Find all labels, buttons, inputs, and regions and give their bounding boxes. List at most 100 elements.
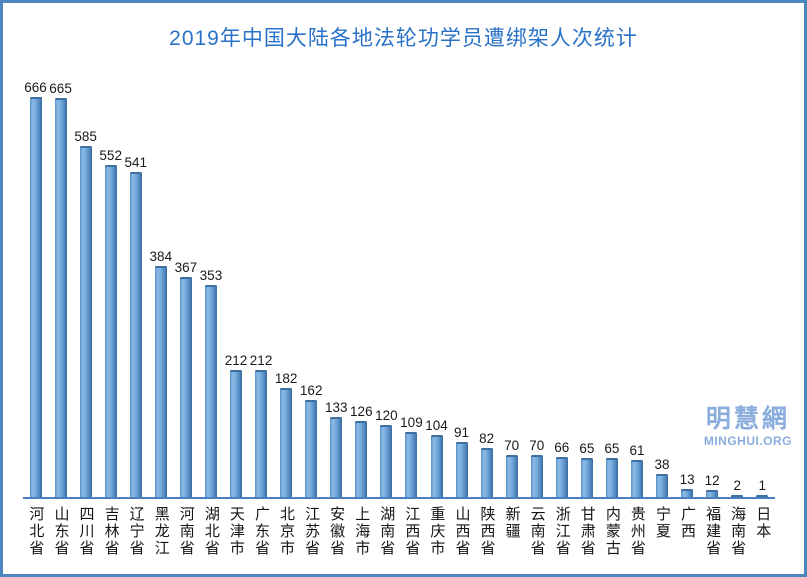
bar-column: 65 (599, 440, 624, 497)
bar (756, 495, 769, 497)
category-cell: 四川省 (73, 506, 98, 557)
category-cell: 吉林省 (98, 506, 123, 557)
bar (179, 277, 192, 497)
bar-column: 665 (48, 80, 73, 497)
category-label: 海南省 (729, 506, 747, 557)
category-cell: 山东省 (48, 506, 73, 557)
category-cell: 宁夏 (650, 506, 675, 557)
bar-column: 666 (23, 80, 48, 497)
category-cell: 河南省 (173, 506, 198, 557)
category-label: 宁夏 (653, 506, 671, 540)
bar (305, 400, 318, 497)
bar-column: 126 (349, 403, 374, 497)
value-label: 384 (149, 248, 173, 264)
category-cell: 内蒙古 (599, 506, 624, 557)
bar-column: 133 (324, 399, 349, 497)
category-label: 贵州省 (628, 506, 646, 557)
category-cell: 福建省 (700, 506, 725, 557)
value-label: 585 (74, 128, 97, 144)
bar-column: 367 (173, 259, 198, 497)
value-label: 109 (400, 414, 423, 430)
bar (455, 442, 468, 497)
value-label: 61 (629, 442, 645, 458)
value-label: 353 (199, 267, 223, 283)
x-axis-line (23, 497, 775, 499)
category-label: 河南省 (177, 506, 195, 557)
bar (580, 458, 593, 497)
bar-column: 2 (725, 477, 750, 497)
category-label: 山西省 (453, 506, 471, 557)
bar-column: 66 (549, 440, 574, 497)
minghui-watermark: 明慧網 MINGHUI.ORG (704, 405, 792, 447)
category-label: 吉林省 (102, 506, 120, 557)
bar-column: 353 (198, 267, 223, 497)
bar (54, 98, 67, 497)
category-label: 云南省 (528, 506, 546, 557)
bar-column: 65 (574, 440, 599, 497)
category-cell: 天津市 (224, 506, 249, 557)
bar-column: 1 (750, 477, 775, 497)
bar-column: 212 (249, 352, 274, 497)
bar (530, 455, 543, 497)
bar (605, 458, 618, 497)
value-label: 133 (324, 399, 348, 415)
bar (230, 370, 242, 497)
minghui-watermark-chinese: 明慧網 (705, 405, 790, 433)
value-label: 2 (733, 477, 741, 493)
bar-column: 82 (474, 430, 499, 497)
bar (656, 474, 669, 497)
category-cell: 云南省 (524, 506, 549, 557)
bar-column: 552 (98, 147, 123, 497)
category-cell: 安徽省 (324, 506, 349, 557)
value-label: 70 (529, 437, 545, 453)
category-cell: 重庆市 (424, 506, 449, 557)
category-cell: 北京市 (274, 506, 299, 557)
bar-column: 70 (524, 437, 549, 497)
category-cell: 辽宁省 (123, 506, 148, 557)
category-cell: 湖南省 (374, 506, 399, 557)
value-label: 212 (249, 352, 273, 368)
category-label: 陕西省 (478, 506, 496, 557)
value-label: 13 (679, 471, 695, 487)
bar-column: 541 (123, 155, 148, 497)
bar (631, 460, 643, 497)
category-label: 甘肃省 (578, 506, 596, 557)
category-cell: 浙江省 (549, 506, 574, 557)
value-label: 1 (758, 477, 767, 493)
bar-column: 13 (675, 471, 700, 497)
category-cell: 黑龙江 (148, 506, 173, 557)
bar-column: 91 (449, 425, 474, 497)
value-label: 65 (604, 440, 620, 456)
category-label: 辽宁省 (127, 506, 145, 557)
category-label: 江苏省 (303, 506, 321, 557)
chart-title: 2019年中国大陆各地法轮功学员遭绑架人次统计 (169, 27, 638, 50)
bar (430, 435, 443, 497)
bar (29, 97, 42, 497)
bar (681, 489, 694, 497)
bar (330, 417, 343, 497)
value-label: 126 (350, 403, 373, 419)
bar (280, 388, 293, 497)
category-cell: 河北省 (23, 506, 48, 557)
value-label: 82 (479, 430, 495, 446)
bar (555, 457, 568, 497)
value-label: 665 (49, 80, 72, 96)
category-cell: 海南省 (725, 506, 750, 557)
bar (129, 172, 142, 497)
category-label: 河北省 (27, 506, 45, 557)
value-label: 65 (579, 440, 595, 456)
category-cell: 陕西省 (474, 506, 499, 557)
bar-column: 120 (374, 408, 399, 497)
bar (255, 370, 268, 497)
bar (505, 455, 518, 497)
bar-column: 12 (700, 473, 725, 497)
category-cell: 新疆 (499, 506, 524, 557)
category-cell: 广东省 (249, 506, 274, 557)
value-label: 162 (299, 382, 323, 398)
bar (79, 146, 92, 497)
category-cell: 甘肃省 (574, 506, 599, 557)
value-label: 367 (174, 259, 198, 275)
value-label: 552 (99, 147, 122, 163)
bar-column: 384 (148, 248, 173, 497)
